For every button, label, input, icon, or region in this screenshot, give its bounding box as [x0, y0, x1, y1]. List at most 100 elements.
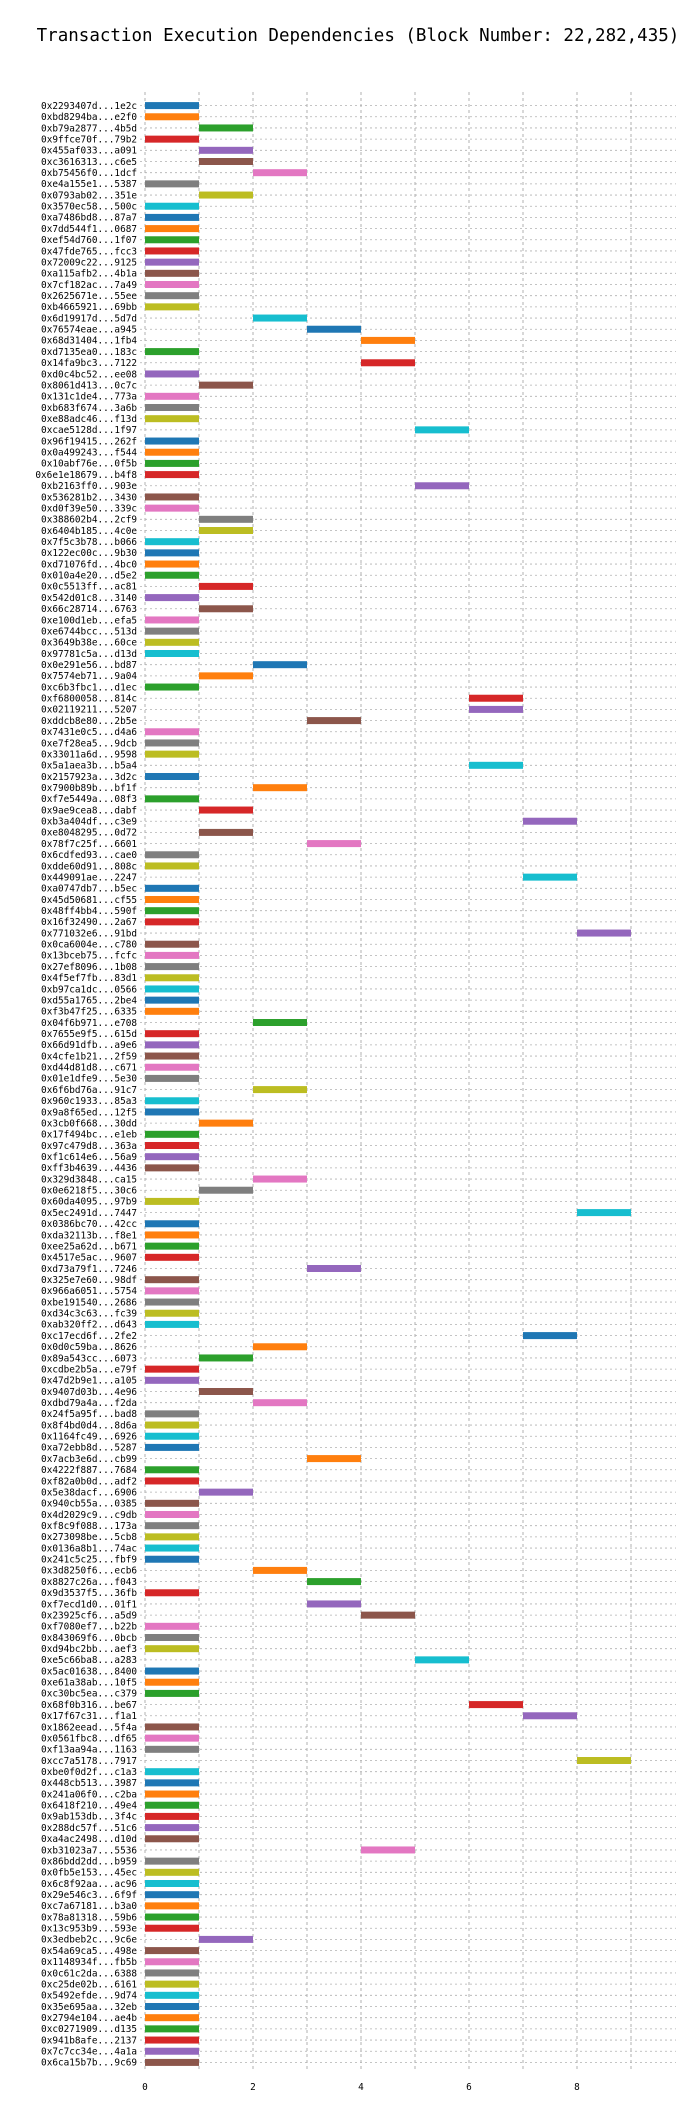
transaction-bar — [145, 627, 199, 635]
transaction-bar — [145, 2058, 199, 2066]
transaction-bar — [145, 1242, 199, 1250]
y-tick-label: 0xb683f674...3a6b — [41, 403, 137, 414]
transaction-bar — [145, 1991, 199, 1999]
y-tick-label: 0xbe191540...2686 — [41, 1297, 137, 1308]
y-tick-label: 0x27ef8096...1b08 — [41, 962, 137, 973]
transaction-bar — [145, 1812, 199, 1820]
y-tick-label: 0xcc7a5178...7917 — [41, 1756, 137, 1767]
y-tick-label: 0x72009c22...9125 — [41, 257, 137, 268]
y-tick-label: 0x97781c5a...d13d — [41, 649, 137, 660]
transaction-bar — [145, 1868, 199, 1876]
y-tick-label: 0xf8c9f088...173a — [41, 1521, 137, 1532]
y-tick-label: 0x455af033...a091 — [41, 146, 137, 157]
transaction-bar — [145, 1555, 199, 1563]
y-tick-label: 0x89a543cc...6073 — [41, 1353, 137, 1364]
transaction-bar — [145, 1969, 199, 1977]
transaction-bar — [145, 1801, 199, 1809]
y-tick-label: 0x0e6218f5...30c6 — [41, 1186, 137, 1197]
transaction-bar — [469, 761, 523, 769]
y-tick-label: 0xf7ecd1d0...01f1 — [41, 1599, 137, 1610]
transaction-bar — [145, 1197, 199, 1205]
transaction-bar — [199, 1488, 253, 1496]
y-tick-label: 0xda32113b...f8e1 — [41, 1230, 137, 1241]
y-tick-label: 0x4222f887...7684 — [41, 1465, 137, 1476]
y-tick-label: 0xd71076fd...4bc0 — [41, 559, 137, 570]
transaction-bar — [145, 471, 199, 479]
transaction-bar — [145, 1142, 199, 1149]
transaction-bar — [145, 1980, 199, 1988]
transaction-bar — [145, 1667, 199, 1675]
y-tick-label: 0x6d19917d...5d7d — [41, 313, 137, 324]
y-tick-label: 0x0c5513ff...ac81 — [41, 582, 137, 593]
transaction-bar — [145, 1287, 199, 1295]
y-tick-label: 0xa115afb2...4b1a — [41, 269, 137, 280]
transaction-bar — [523, 1332, 577, 1340]
transaction-bar — [469, 1701, 523, 1709]
y-tick-label: 0x3570ec58...500c — [41, 202, 137, 213]
y-tick-label: 0xb31023a7...5536 — [41, 1845, 137, 1856]
y-tick-label: 0xab320ff2...d643 — [41, 1320, 137, 1331]
y-tick-label: 0x6c8f92aa...ac96 — [41, 1879, 137, 1890]
y-tick-label: 0xb97ca1dc...0566 — [41, 984, 137, 995]
transaction-bar — [145, 985, 199, 993]
y-tick-label: 0xd7135ea0...183c — [41, 347, 137, 358]
y-tick-label: 0xb75456f0...1dcf — [41, 168, 137, 179]
transaction-bar — [145, 1779, 199, 1787]
y-tick-label: 0xd0f39e50...339c — [41, 503, 137, 514]
transaction-bar — [469, 705, 523, 713]
y-tick-label: 0x17f494bc...e1eb — [41, 1130, 137, 1141]
y-tick-label: 0x4cfe1b21...2f59 — [41, 1051, 137, 1062]
transaction-bar — [145, 1320, 199, 1328]
transaction-bar — [415, 426, 469, 434]
transaction-bar — [145, 862, 199, 870]
transaction-bar — [145, 795, 199, 803]
y-tick-label: 0x1148934f...fb5b — [41, 1957, 137, 1968]
transaction-bar — [361, 336, 415, 344]
y-tick-label: 0x325e7e60...98df — [41, 1275, 137, 1286]
y-tick-label: 0x1862eead...5f4a — [41, 1722, 137, 1733]
transaction-bar — [145, 1097, 199, 1105]
y-tick-label: 0xc7a67181...b3a0 — [41, 1901, 137, 1912]
transaction-bar — [145, 392, 199, 400]
y-tick-label: 0xbe0f0d2f...c1a3 — [41, 1767, 137, 1778]
transaction-bar — [145, 1298, 199, 1306]
y-tick-label: 0xa4ac2498...d10d — [41, 1834, 137, 1845]
y-tick-label: 0xcae5128d...1f97 — [41, 425, 137, 436]
transaction-bar — [415, 482, 469, 490]
transaction-bar — [145, 650, 199, 657]
y-tick-label: 0x8061d413...0c7c — [41, 380, 137, 391]
y-tick-label: 0xc17ecd6f...2fe2 — [41, 1331, 137, 1342]
y-tick-label: 0x10abf76e...0f5b — [41, 459, 137, 470]
y-tick-label: 0x1164fc49...6926 — [41, 1432, 137, 1443]
y-tick-label: 0x966a6051...5754 — [41, 1286, 137, 1297]
y-tick-label: 0x0ca6004e...c780 — [41, 940, 137, 951]
y-tick-label: 0x97c479d8...363a — [41, 1141, 137, 1152]
transaction-bar — [145, 1522, 199, 1530]
transaction-bar — [145, 1634, 199, 1641]
transaction-bar — [145, 292, 199, 300]
transaction-bar — [145, 1253, 199, 1261]
x-tick-label: 8 — [574, 2082, 580, 2093]
y-tick-label: 0x131c1de4...773a — [41, 392, 137, 403]
transaction-bar — [307, 840, 361, 848]
y-tick-label: 0x960c1933...85a3 — [41, 1096, 137, 1107]
y-tick-label: 0x9ae9cea8...dabf — [41, 805, 137, 816]
y-tick-label: 0xdbd79a4a...f2da — [41, 1398, 137, 1409]
transaction-bar — [523, 1712, 577, 1720]
y-tick-label: 0x01e1dfe9...5e30 — [41, 1074, 137, 1085]
transaction-bar — [145, 504, 199, 512]
transaction-bar — [145, 437, 199, 445]
transaction-bar — [145, 102, 199, 110]
y-tick-label: 0x60da4095...97b9 — [41, 1197, 137, 1208]
transaction-bar — [145, 1835, 199, 1843]
y-tick-label: 0xb2163ff0...903e — [41, 481, 137, 492]
y-tick-label: 0x2293407d...1e2c — [41, 101, 137, 112]
y-tick-label: 0xc25de02b...6161 — [41, 1979, 137, 1990]
transaction-bar — [145, 560, 199, 568]
transaction-bar — [145, 2036, 199, 2044]
transaction-bar — [145, 1421, 199, 1429]
y-tick-label: 0xf6800058...814c — [41, 694, 137, 705]
transaction-bar — [145, 1768, 199, 1776]
grid-layer — [140, 92, 676, 2072]
y-tick-label: 0x33011a6d...9598 — [41, 749, 137, 760]
